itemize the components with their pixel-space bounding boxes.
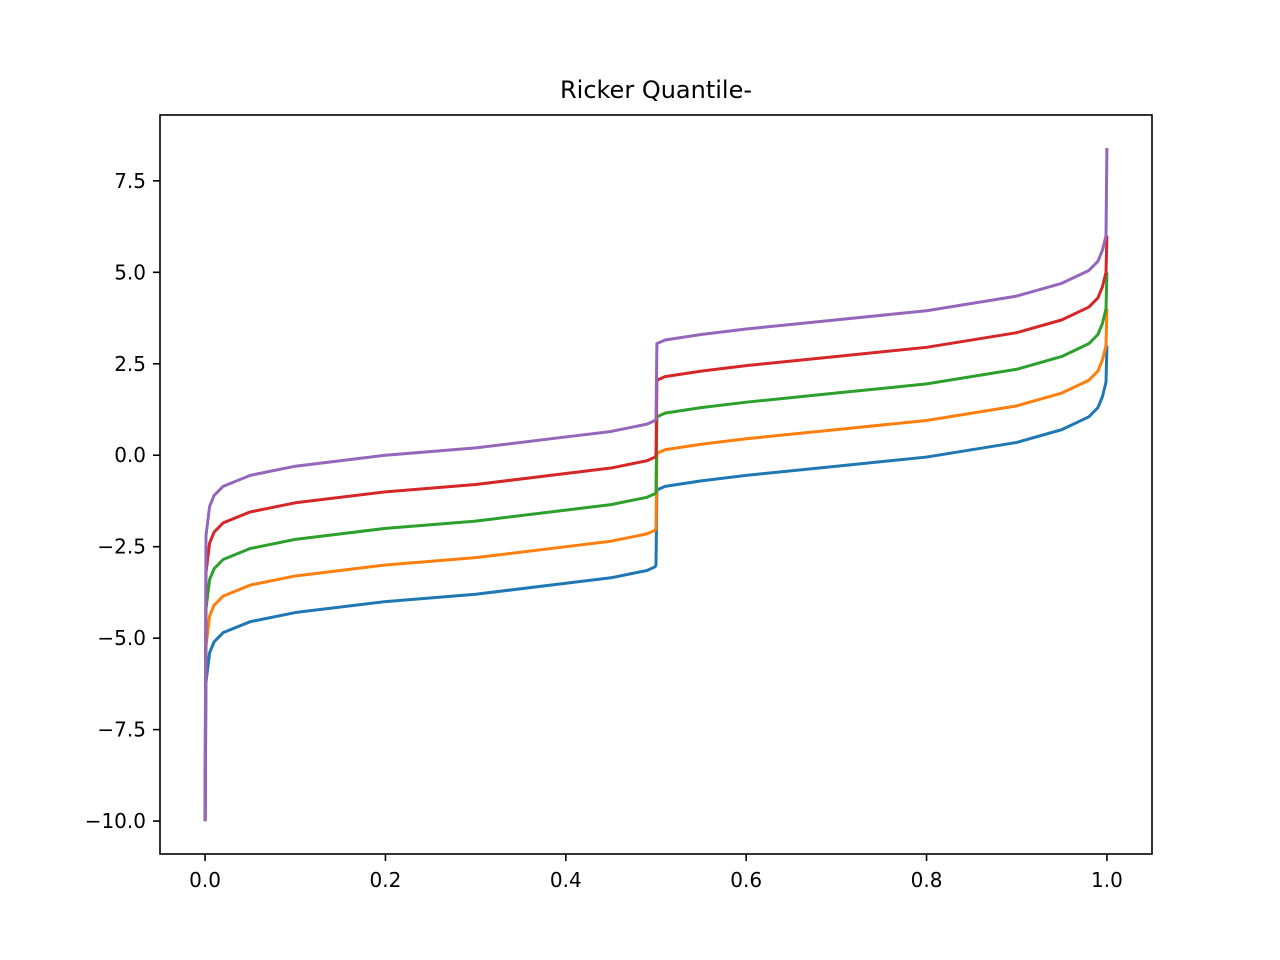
series-line-3 bbox=[203, 272, 1109, 822]
x-tick-label: 1.0 bbox=[1091, 868, 1123, 892]
series-line-2 bbox=[203, 308, 1109, 822]
y-tick-label: −10.0 bbox=[85, 809, 146, 833]
series-line-1 bbox=[203, 345, 1109, 822]
y-tick-label: 5.0 bbox=[114, 260, 146, 284]
plot-frame bbox=[159, 114, 1153, 855]
x-tick-label: 0.2 bbox=[370, 868, 402, 892]
series-line-5 bbox=[203, 147, 1109, 822]
x-tick-label: 0.0 bbox=[189, 868, 221, 892]
y-tick-label: −5.0 bbox=[97, 626, 146, 650]
chart-title: Ricker Quantile- bbox=[560, 76, 752, 104]
y-tick-label: −7.5 bbox=[97, 718, 146, 742]
y-tick-label: 2.5 bbox=[114, 352, 146, 376]
y-tick-label: 0.0 bbox=[114, 443, 146, 467]
series-line-4 bbox=[203, 235, 1109, 822]
x-tick-label: 0.6 bbox=[730, 868, 762, 892]
x-axis: 0.0 0.2 0.4 0.6 0.8 1.0 bbox=[189, 854, 1123, 892]
y-tick-label: −2.5 bbox=[97, 535, 146, 559]
x-tick-label: 0.8 bbox=[911, 868, 943, 892]
series-layer bbox=[203, 147, 1109, 822]
y-axis: 7.5 5.0 2.5 0.0 −2.5 −5.0 −7.5 −10.0 bbox=[85, 169, 160, 833]
x-tick-label: 0.4 bbox=[550, 868, 582, 892]
y-tick-label: 7.5 bbox=[114, 169, 146, 193]
